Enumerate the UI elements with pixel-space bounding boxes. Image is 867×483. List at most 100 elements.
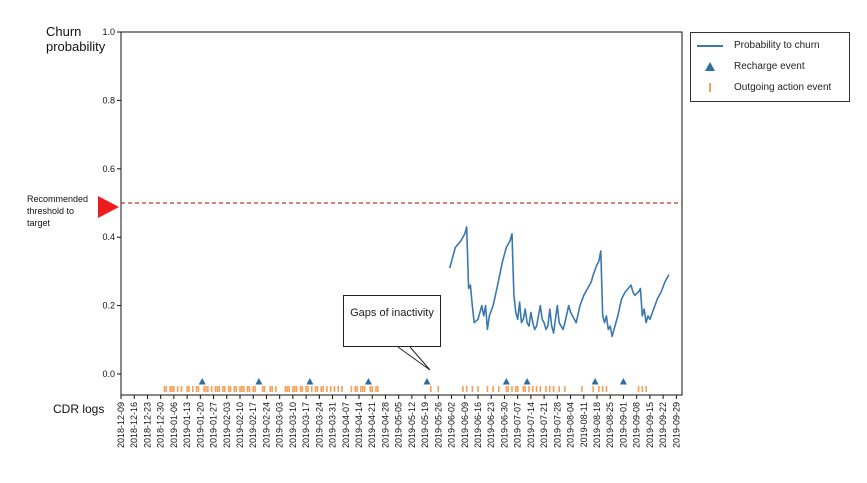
outgoing-event-tick: [564, 386, 566, 392]
outgoing-event-tick: [286, 386, 289, 392]
legend-triangle-swatch: [705, 62, 715, 71]
outgoing-event-tick: [601, 386, 604, 392]
outgoing-event-tick: [507, 386, 510, 392]
outgoing-event-tick: [371, 386, 374, 392]
y-axis: 0.0 0.2 0.4 0.6 0.8 1.0: [102, 27, 121, 379]
outgoing-event-tick: [292, 386, 294, 392]
y-tick-label: 0.0: [102, 369, 115, 379]
outgoing-event-tick: [248, 386, 251, 392]
x-tick-label: 2019-01-27: [209, 402, 219, 448]
x-tick-label: 2019-07-07: [513, 402, 523, 448]
y-tick-label: 1.0: [102, 27, 115, 37]
outgoing-event-tick: [645, 386, 647, 392]
x-tick-label: 2018-12-09: [116, 402, 126, 448]
outgoing-event-tick: [505, 386, 508, 392]
outgoing-event-tick: [462, 386, 464, 392]
recharge-marker: [364, 378, 372, 385]
legend: Probability to churn Recharge event Outg…: [690, 32, 850, 102]
outgoing-event-tick: [295, 386, 298, 392]
x-tick-label: 2019-02-10: [235, 402, 245, 448]
outgoing-event-tick: [531, 386, 534, 392]
outgoing-event-tick: [214, 386, 217, 392]
outgoing-event-tick: [233, 386, 236, 392]
outgoing-event-tick: [641, 386, 644, 392]
x-tick-label: 2019-07-14: [526, 402, 536, 448]
x-tick-label: 2019-03-03: [275, 402, 285, 448]
cdr-logs-label: CDR logs: [53, 402, 105, 416]
x-tick-label: 2019-03-31: [328, 402, 338, 448]
outgoing-event-tick: [363, 386, 366, 392]
legend-item-recharge: Recharge event: [691, 57, 849, 77]
outgoing-event-tick: [165, 386, 168, 392]
y-axis-title: Churn probability: [46, 24, 106, 54]
x-tick-label: 2019-06-09: [460, 402, 470, 448]
x-tick-label: 2018-12-30: [156, 402, 166, 448]
outgoing-event-tick: [293, 386, 296, 392]
x-tick-label: 2019-09-22: [658, 402, 668, 448]
outgoing-event-tick: [516, 386, 519, 392]
churn-probability-line: [448, 226, 670, 338]
outgoing-event-tick: [605, 386, 608, 392]
x-tick-label: 2019-04-28: [380, 402, 390, 448]
outgoing-event-tick: [275, 386, 277, 392]
outgoing-event-tick: [205, 386, 207, 392]
outgoing-event-tick: [354, 386, 357, 392]
outgoing-event-tick: [337, 386, 340, 392]
outgoing-event-tick: [242, 386, 245, 392]
x-tick-label: 2019-08-25: [605, 402, 615, 448]
outgoing-event-tick: [548, 386, 551, 392]
outgoing-event-tick: [307, 386, 309, 392]
x-axis: 2018-12-09 2018-12-16 2018-12-23 2018-12-30…: [116, 395, 681, 448]
outgoing-event-tick: [254, 386, 256, 392]
outgoing-event-tick: [437, 386, 440, 392]
outgoing-event-tick: [369, 386, 372, 392]
outgoing-event-tick: [598, 386, 600, 392]
outgoing-event-tick: [235, 386, 238, 392]
plot-area: [120, 31, 683, 396]
annotation-text: Gaps of inactivity: [350, 307, 434, 319]
outgoing-event-tick: [329, 386, 332, 392]
outgoing-event-tick: [207, 386, 209, 392]
outgoing-event-tick: [171, 386, 173, 392]
legend-label: Outgoing action event: [734, 82, 832, 93]
x-tick-label: 2019-03-10: [288, 402, 298, 448]
outgoing-event-tick: [241, 386, 243, 392]
outgoing-event-tick: [316, 386, 319, 392]
outgoing-event-tick: [288, 386, 290, 392]
x-tick-label: 2019-06-23: [486, 402, 496, 448]
legend-item-outgoing: Outgoing action event: [691, 78, 849, 98]
outgoing-event-tick: [227, 386, 230, 392]
outgoing-event-tick: [322, 386, 324, 392]
outgoing-event-tick: [350, 386, 353, 392]
threshold-label: Recommended threshold to target: [27, 194, 89, 228]
outgoing-event-tick: [180, 386, 183, 392]
x-tick-label: 2019-06-02: [447, 402, 457, 448]
x-tick-label: 2019-04-14: [354, 402, 364, 448]
outgoing-event-tick: [246, 386, 249, 392]
x-tick-label: 2019-03-24: [314, 402, 324, 448]
legend-label: Recharge event: [734, 61, 805, 72]
legend-tick-swatch: [709, 83, 711, 92]
legend-line-swatch: [697, 45, 723, 47]
x-tick-label: 2019-01-20: [195, 402, 205, 448]
outgoing-event-tick: [492, 386, 494, 392]
x-tick-label: 2019-09-01: [618, 402, 628, 448]
x-tick-label: 2019-08-04: [566, 402, 576, 448]
x-tick-label: 2019-02-17: [248, 402, 258, 448]
outgoing-event-tick: [176, 386, 179, 392]
outgoing-event-tick: [356, 386, 358, 392]
x-tick-label: 2019-08-11: [579, 402, 589, 447]
outgoing-event-tick: [269, 386, 272, 392]
outgoing-event-tick: [528, 386, 530, 392]
outgoing-event-tick: [239, 386, 241, 392]
x-tick-label: 2019-05-05: [394, 402, 404, 448]
outgoing-event-tick: [592, 386, 595, 392]
y-tick-label: 0.6: [102, 164, 115, 174]
x-tick-label: 2019-06-16: [473, 402, 483, 448]
outgoing-event-tick: [203, 386, 205, 392]
x-tick-label: 2019-09-15: [645, 402, 655, 448]
outgoing-event-tick: [224, 386, 226, 392]
outgoing-event-tick: [471, 386, 474, 392]
outgoing-event-tick: [197, 386, 200, 392]
